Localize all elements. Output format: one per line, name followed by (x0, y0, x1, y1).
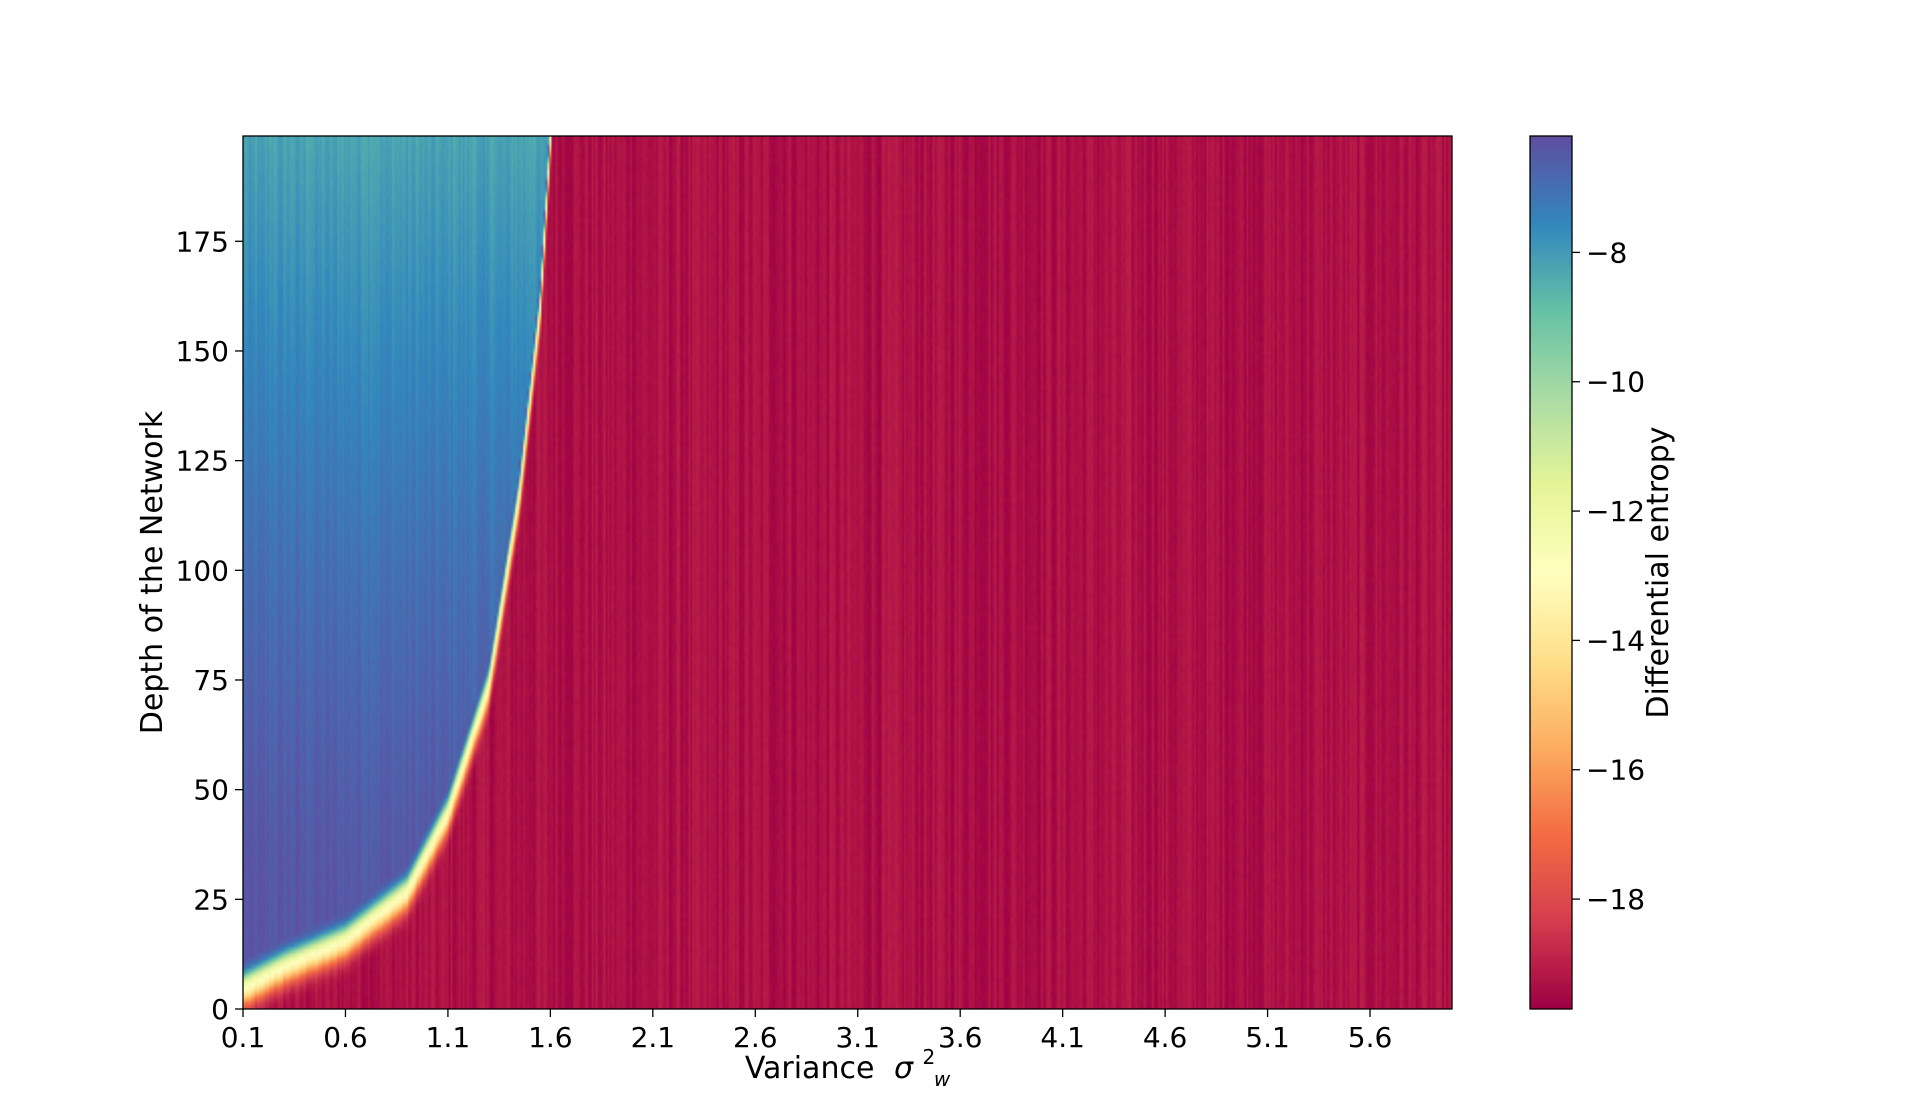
colorbar-axis: −8 −10 −12 −14 −16 −18 (1572, 236, 1645, 916)
colorbar-tick-label: −12 (1586, 495, 1645, 528)
colorbar-label: Differential entropy (1641, 426, 1676, 718)
x-tick-label: 1.1 (426, 1021, 471, 1054)
x-axis-label: Variance σ 2 w (745, 1037, 951, 1091)
x-axis-label-text: Variance (745, 1051, 875, 1086)
x-tick-label: 3.6 (938, 1021, 983, 1054)
y-tick-label: 150 (176, 335, 229, 368)
colorbar-tick-label: −18 (1586, 883, 1645, 916)
x-axis: 0.1 0.6 1.1 1.6 2.1 2.6 3.1 3.6 4.1 4.6 5.1 5.6 (221, 1009, 1393, 1054)
x-tick-label: 3.1 (835, 1021, 880, 1054)
x-tick-label: 1.6 (528, 1021, 573, 1054)
heatmap-plot-area (243, 136, 1452, 1009)
x-tick-label: 0.1 (221, 1021, 266, 1054)
y-tick-label: 125 (176, 445, 229, 478)
y-tick-label: 100 (176, 554, 229, 587)
x-tick-label: 2.1 (631, 1021, 676, 1054)
colorbar-gradient (1530, 136, 1572, 1009)
x-axis-label-superscript: 2 (923, 1045, 936, 1069)
x-tick-label: 4.1 (1040, 1021, 1085, 1054)
x-axis-label-symbol: σ (894, 1051, 914, 1086)
x-tick-label: 4.6 (1143, 1021, 1188, 1054)
colorbar-tick-label: −10 (1586, 366, 1645, 399)
y-tick-label: 175 (176, 225, 229, 258)
colorbar-frame (1529, 135, 1573, 1010)
colorbar-tick-label: −8 (1586, 236, 1627, 269)
x-tick-label: 0.6 (323, 1021, 368, 1054)
y-tick-label: 0 (211, 993, 229, 1026)
y-tick-label: 25 (193, 883, 229, 916)
x-axis-label-subscript: w (934, 1067, 951, 1091)
x-tick-label: 2.6 (733, 1021, 778, 1054)
y-tick-label: 75 (193, 664, 229, 697)
colorbar-tick-label: −16 (1586, 754, 1645, 787)
x-tick-label: 5.6 (1348, 1021, 1393, 1054)
plot-frame (242, 135, 1453, 1010)
x-tick-label: 5.1 (1245, 1021, 1290, 1054)
y-axis: 0 25 50 75 100 125 150 175 (176, 225, 243, 1026)
y-tick-label: 50 (193, 774, 229, 807)
y-axis-label: Depth of the Network (135, 410, 170, 734)
colorbar-tick-label: −14 (1586, 624, 1645, 657)
